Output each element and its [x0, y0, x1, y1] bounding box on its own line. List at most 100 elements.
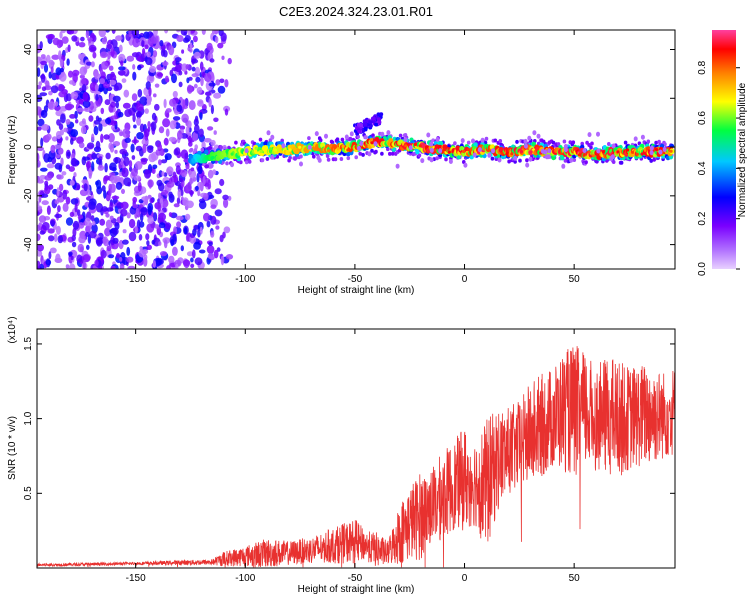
noise-cell: [216, 247, 221, 252]
noise-cell: [50, 144, 56, 154]
noise-cell: [206, 42, 213, 51]
noise-cell: [152, 164, 158, 170]
noise-cell: [181, 49, 185, 54]
noise-cell: [118, 66, 126, 71]
colorbar-tick-label: 0.6: [697, 111, 708, 125]
noise-cell: [100, 107, 105, 115]
signal-cell: [380, 151, 384, 156]
noise-cell: [40, 109, 48, 119]
signal-cell: [219, 145, 223, 150]
noise-cell: [116, 252, 120, 259]
noise-cell: [61, 36, 69, 44]
noise-cell: [136, 219, 141, 230]
noise-cell: [66, 58, 70, 66]
noise-cell: [37, 260, 41, 269]
noise-cell: [209, 58, 215, 63]
signal-peak-cell: [601, 150, 606, 154]
noise-cell: [142, 143, 147, 154]
noise-cell: [102, 236, 107, 245]
noise-cell: [41, 193, 49, 198]
noise-cell: [51, 54, 60, 60]
signal-cell: [611, 160, 616, 164]
colorbar-tick-label: 0.8: [697, 60, 708, 74]
noise-cell: [126, 212, 131, 219]
signal-cell: [225, 161, 229, 166]
noise-cell: [126, 246, 131, 256]
noise-cell: [105, 152, 111, 160]
noise-cell: [198, 249, 206, 254]
snr-scale-label: (x10⁴): [7, 316, 18, 343]
noise-cell: [166, 166, 174, 176]
noise-cell: [37, 224, 41, 232]
noise-cell: [176, 104, 183, 112]
signal-peak-cell: [447, 150, 451, 154]
snr-series-line: [37, 346, 675, 568]
speckle-cell: [270, 154, 275, 160]
noise-cell: [41, 221, 50, 231]
noise-cell: [138, 234, 143, 241]
noise-cell: [208, 98, 212, 108]
secondary-feature-cell: [374, 122, 379, 127]
signal-cell: [318, 138, 323, 143]
noise-cell: [90, 215, 95, 222]
noise-cell: [48, 90, 53, 96]
y-tick-label: -20: [23, 188, 34, 203]
noise-cell: [144, 169, 151, 179]
noise-cell: [40, 137, 44, 148]
noise-cell: [65, 264, 70, 269]
noise-cell: [37, 118, 45, 127]
noise-cell: [46, 205, 51, 215]
noise-cell: [166, 265, 171, 269]
noise-cell: [154, 83, 160, 88]
signal-cell: [390, 151, 395, 156]
noise-cell: [95, 140, 101, 150]
noise-cell: [154, 224, 160, 229]
signal-cell: [364, 135, 368, 140]
noise-cell: [54, 213, 63, 219]
noise-cell: [180, 189, 184, 197]
noise-cell: [186, 120, 192, 129]
noise-cell: [39, 230, 45, 235]
y-tick-label: 1.5: [23, 337, 34, 351]
noise-cell: [80, 36, 85, 42]
noise-cell: [115, 101, 120, 109]
noise-cell: [175, 215, 184, 221]
signal-peak-cell: [587, 150, 591, 154]
noise-cell: [162, 61, 169, 66]
noise-cell: [158, 170, 163, 178]
noise-cell: [174, 57, 182, 62]
noise-cell: [69, 179, 75, 186]
noise-cell: [69, 114, 76, 119]
noise-cell: [41, 86, 47, 92]
noise-cell: [108, 79, 117, 86]
noise-cell: [94, 73, 101, 80]
noise-cell: [133, 124, 137, 129]
signal-cell: [204, 149, 209, 155]
noise-cell: [147, 205, 152, 216]
noise-cell: [213, 130, 217, 135]
noise-cell: [48, 235, 55, 242]
signal-cell: [346, 156, 351, 161]
noise-cell: [62, 189, 68, 200]
signal-cell: [358, 151, 363, 156]
noise-cell: [122, 229, 127, 234]
noise-cell: [66, 151, 71, 157]
signal-cell: [572, 158, 577, 162]
noise-cell: [164, 30, 169, 34]
noise-cell: [80, 125, 87, 135]
noise-cell: [181, 172, 187, 178]
noise-cell: [161, 171, 165, 177]
noise-cell: [109, 172, 116, 177]
speckle-cell: [403, 137, 408, 143]
noise-cell: [160, 159, 168, 164]
secondary-feature-cell: [357, 129, 362, 134]
noise-cell: [158, 192, 161, 200]
noise-cell: [126, 55, 135, 62]
y-tick-label: 0: [23, 144, 34, 150]
speckle-cell: [324, 133, 328, 139]
noise-cell: [37, 201, 40, 207]
x-tick-label: -100: [235, 573, 255, 584]
noise-cell: [150, 121, 157, 132]
noise-cell: [208, 241, 213, 246]
noise-cell: [128, 231, 137, 242]
